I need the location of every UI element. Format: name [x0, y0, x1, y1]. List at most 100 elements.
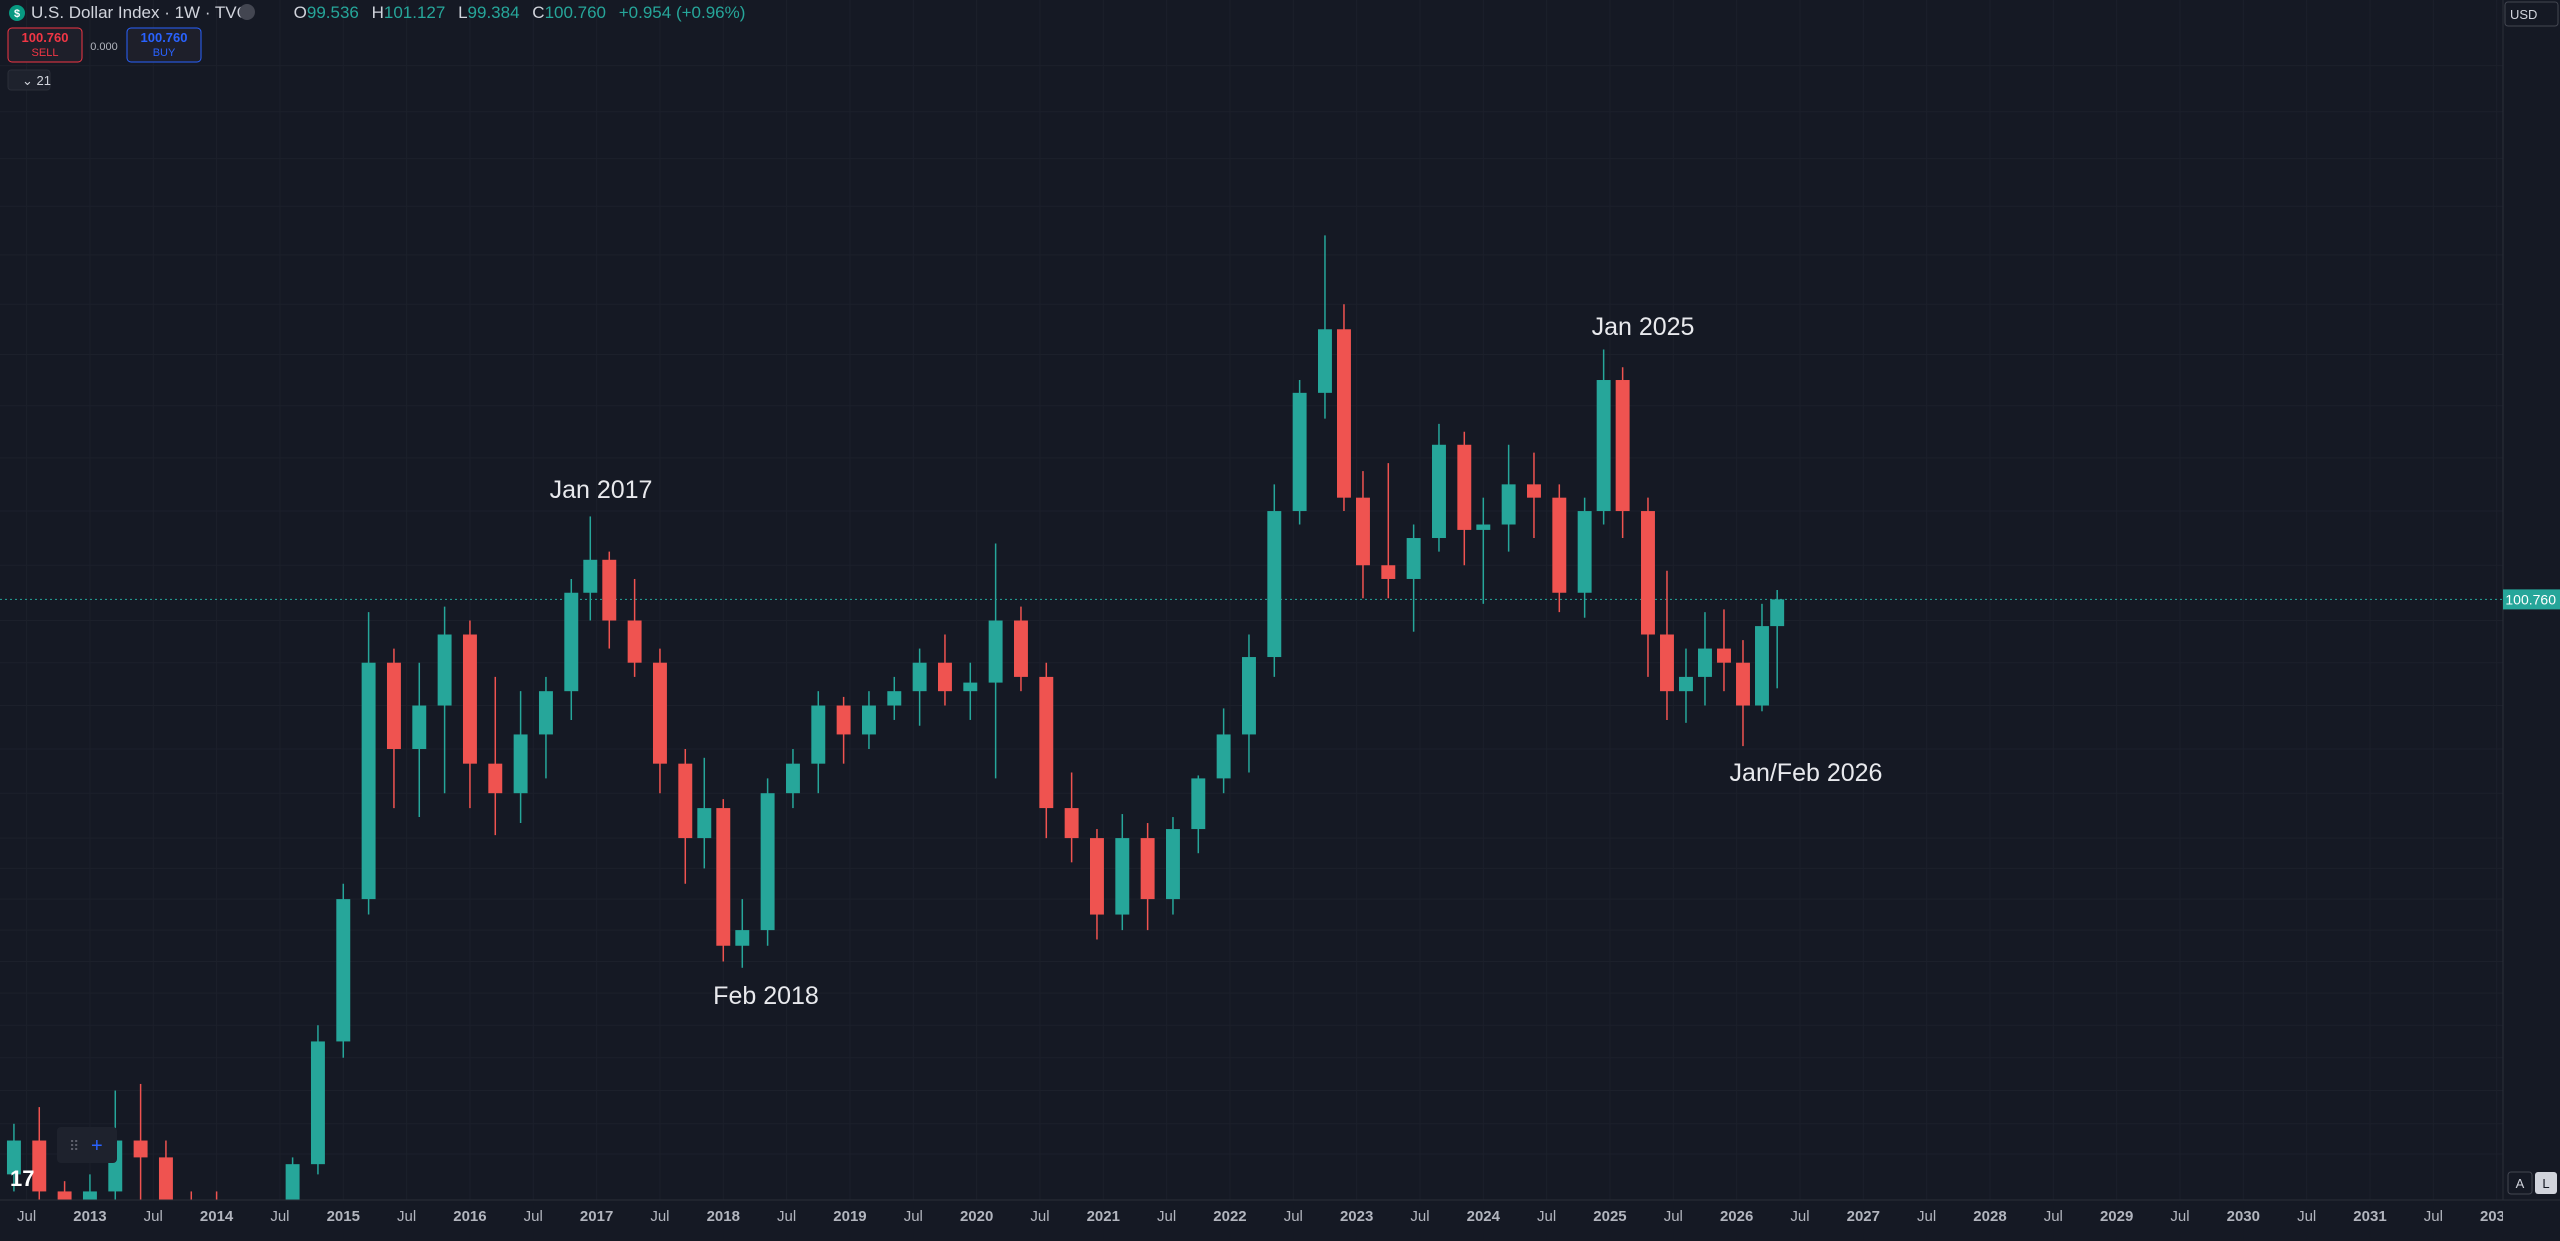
- ohlc-value: 101.127: [384, 3, 445, 22]
- annotation: Jan/Feb 2026: [1730, 759, 1883, 787]
- sell-price: 100.760: [22, 30, 69, 45]
- annotation: Jan 2017: [550, 476, 653, 504]
- candle-body: [1337, 329, 1351, 498]
- x-tick-label: 2025: [1593, 1208, 1626, 1225]
- candle-body: [1577, 511, 1592, 593]
- x-tick-label: 2027: [1847, 1208, 1880, 1225]
- candle-body: [1064, 808, 1079, 839]
- x-tick-label: Jul: [2424, 1208, 2443, 1225]
- x-tick-label: Jul: [904, 1208, 923, 1225]
- candle-body: [1755, 626, 1769, 706]
- ohlc-value: 100.760: [545, 3, 606, 22]
- price-tag-label: 100.760: [2505, 591, 2556, 607]
- tv-logo[interactable]: 17: [10, 1166, 34, 1191]
- candle-body: [861, 705, 876, 735]
- legend-toggle[interactable]: [239, 4, 255, 20]
- candle-body: [462, 634, 477, 764]
- annotations-layer: Jan 2017 Feb 2018 Jan 2025 Jan/Feb 2026: [550, 313, 1883, 1010]
- candle-body: [1318, 329, 1332, 393]
- indicators-count: ⌄ 21: [22, 73, 51, 88]
- ohlc-label: C: [532, 3, 544, 22]
- floating-toolbar[interactable]: [57, 1127, 117, 1163]
- candle-body: [887, 691, 902, 706]
- x-tick-label: 2018: [707, 1208, 740, 1225]
- x-tick-label: 2021: [1087, 1208, 1120, 1225]
- x-tick-label: 2030: [2227, 1208, 2260, 1225]
- candle-body: [1736, 662, 1750, 706]
- x-tick-label: Jul: [397, 1208, 416, 1225]
- candle-body: [602, 559, 617, 621]
- candle-body: [1241, 657, 1256, 735]
- x-tick-label: 2019: [833, 1208, 866, 1225]
- toolbar-grip: ⠿: [69, 1138, 79, 1154]
- candle-body: [158, 1157, 173, 1200]
- x-tick-label: Jul: [1917, 1208, 1936, 1225]
- x-tick-label: 2024: [1467, 1208, 1501, 1225]
- change-value: +0.954 (+0.96%): [619, 3, 746, 22]
- candle-body: [1191, 778, 1206, 830]
- candle-body: [1432, 444, 1446, 539]
- candle-body: [963, 682, 978, 692]
- grid-layer: [0, 598, 2503, 600]
- x-tick-label: 2013: [73, 1208, 106, 1225]
- symbol-title[interactable]: U.S. Dollar Index · 1W · TVC: [31, 3, 249, 22]
- logo-glyph: $: [14, 8, 20, 20]
- log-scale-button[interactable]: [2535, 1172, 2557, 1194]
- ohlc-value: 99.384: [468, 3, 520, 22]
- candle-body: [1501, 484, 1516, 525]
- auto-scale-label: A: [2516, 1176, 2525, 1191]
- x-tick-label: Jul: [2297, 1208, 2316, 1225]
- buy-label: BUY: [153, 47, 176, 59]
- buy-button[interactable]: [126, 27, 202, 63]
- candle-body: [1115, 838, 1130, 915]
- log-scale-label: L: [2542, 1176, 2549, 1191]
- indicators-chip[interactable]: [7, 69, 51, 91]
- x-tick-label: Jul: [1157, 1208, 1176, 1225]
- candle-body: [513, 734, 528, 794]
- candle-body: [937, 662, 952, 692]
- candle-body: [538, 691, 553, 735]
- sell-label: SELL: [32, 47, 59, 59]
- candle-body: [386, 662, 401, 750]
- candle-body: [361, 662, 376, 900]
- candle-body: [1641, 511, 1655, 635]
- candle-body: [285, 1164, 300, 1200]
- ohlc-label: H: [372, 3, 384, 22]
- x-tick-label: Jul: [144, 1208, 163, 1225]
- buy-price: 100.760: [141, 30, 188, 45]
- legend-line: U.S. Dollar Index · 1W · TVC O99.536 H10…: [31, 3, 745, 22]
- x-tick-label: Jul: [1790, 1208, 1809, 1225]
- candle-body: [1615, 380, 1630, 512]
- candle-body: [1013, 620, 1028, 677]
- x-tick-label: 2023: [1340, 1208, 1373, 1225]
- x-tick-label: Jul: [1664, 1208, 1683, 1225]
- candle-body: [6, 1140, 21, 1175]
- candle-body: [1698, 648, 1712, 677]
- currency: USD: [2510, 7, 2537, 22]
- auto-scale-button[interactable]: [2507, 1171, 2533, 1195]
- x-tick-label: Jul: [1030, 1208, 1049, 1225]
- sell-button[interactable]: [7, 27, 83, 63]
- candle-body: [1216, 734, 1231, 779]
- candle-body: [1660, 634, 1674, 692]
- candle-body: [1552, 497, 1567, 593]
- candle-body: [57, 1191, 72, 1200]
- candle-body: [1267, 511, 1282, 658]
- x-tick-label: Jul: [1410, 1208, 1429, 1225]
- indicators-count-value: 21: [37, 73, 51, 88]
- x-tick-label: Jul: [777, 1208, 796, 1225]
- candle-body: [1679, 676, 1693, 692]
- candle-body: [1770, 599, 1785, 627]
- candle-body: [811, 705, 826, 764]
- spread: 0.000: [90, 41, 118, 53]
- x-tick-label: 2031: [2353, 1208, 2386, 1225]
- candle-body: [488, 763, 503, 794]
- currency-button[interactable]: [2504, 1, 2559, 27]
- annotation: Feb 2018: [713, 982, 819, 1010]
- candle-body: [760, 793, 775, 931]
- price-tag: 100.760: [2503, 589, 2560, 610]
- x-tick-label: 2020: [960, 1208, 993, 1225]
- candle-body: [652, 662, 667, 764]
- candle-body: [1476, 524, 1491, 530]
- ohlc-label: L: [458, 3, 467, 22]
